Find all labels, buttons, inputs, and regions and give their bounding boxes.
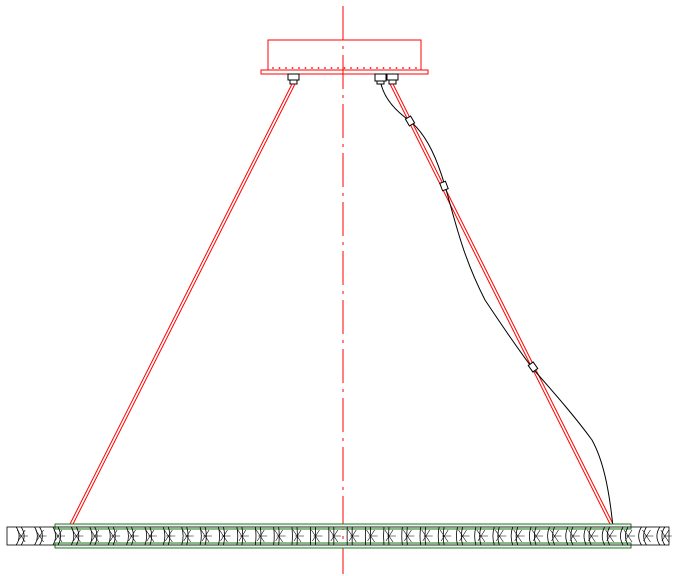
canopy-screw <box>389 67 391 69</box>
canopy-screw-row <box>272 67 417 69</box>
canopy-screw <box>285 67 287 69</box>
canopy-screw <box>291 67 294 69</box>
ring-top-band <box>54 523 632 530</box>
ring-segment <box>34 526 47 546</box>
led-ring <box>6 523 672 549</box>
canopy-body <box>267 39 422 71</box>
ring-segment <box>601 526 617 546</box>
canopy-screw <box>408 67 411 69</box>
ring-segment <box>254 526 268 546</box>
ring-segments <box>15 526 672 546</box>
ring-segment <box>144 526 157 546</box>
ring-segment <box>236 526 249 546</box>
ring-segment <box>199 526 213 546</box>
ring-segment <box>310 526 323 546</box>
ring-bottom-band <box>54 542 632 549</box>
canopy-screw <box>376 67 378 69</box>
ring-segment <box>638 526 654 546</box>
ring-segment <box>510 526 525 546</box>
ring-segment <box>656 526 672 546</box>
canopy-screw <box>363 67 365 69</box>
ring-segment <box>346 526 360 546</box>
canopy-screw <box>415 67 417 69</box>
canopy-screw <box>272 67 274 69</box>
left-cable-gripper <box>287 73 300 85</box>
ring-segment <box>15 526 29 546</box>
ring-segment <box>583 526 599 546</box>
left-suspension-wire <box>67 83 296 529</box>
ring-segment <box>107 526 121 546</box>
ring-segment <box>181 526 194 546</box>
ring-segment <box>528 526 544 546</box>
ring-segment <box>89 526 102 546</box>
canopy-screw <box>337 67 339 69</box>
canopy-screw <box>317 67 320 69</box>
ring-segment <box>126 526 139 546</box>
canopy-screw <box>343 67 346 69</box>
ring-segment <box>291 526 305 546</box>
power-cable <box>380 83 614 528</box>
canopy-screw <box>350 67 352 69</box>
canopy-screw <box>382 67 385 69</box>
cable-clips <box>404 115 539 373</box>
ceiling-canopy <box>260 39 429 75</box>
ring-segment <box>474 526 488 546</box>
right-cable-gripper <box>386 73 399 85</box>
ring-segment <box>383 526 396 546</box>
ring-segment <box>328 526 341 546</box>
canopy-screw <box>304 67 307 69</box>
canopy-screw <box>330 67 333 69</box>
ring-segment <box>620 526 636 546</box>
ring-segment <box>419 526 433 546</box>
ring-segment <box>565 526 580 546</box>
cable-clip <box>527 361 539 373</box>
right-suspension-wire <box>389 83 616 529</box>
ring-segment <box>162 526 176 546</box>
canopy-base-plate <box>260 69 429 75</box>
canopy-screw <box>311 67 313 69</box>
cable-clip <box>404 115 416 127</box>
canopy-screw <box>402 67 404 69</box>
ring-segment <box>401 526 415 546</box>
canopy-screw <box>369 67 372 69</box>
ring-segment <box>492 526 507 546</box>
ring-segment <box>218 526 231 546</box>
canopy-screw <box>395 67 398 69</box>
ring-segment <box>547 526 562 546</box>
ring-segment <box>52 526 65 546</box>
ring-segment <box>273 526 286 546</box>
ring-segment <box>71 526 84 546</box>
ring-segment <box>437 526 452 546</box>
ring-segment <box>364 526 378 546</box>
canopy-screw <box>278 67 281 69</box>
canopy-screw <box>298 67 300 69</box>
ring-segment <box>456 526 470 546</box>
canopy-screw <box>356 67 359 69</box>
canopy-screw <box>324 67 326 69</box>
cable-clip <box>439 180 449 192</box>
center-cable-gripper <box>374 73 387 85</box>
